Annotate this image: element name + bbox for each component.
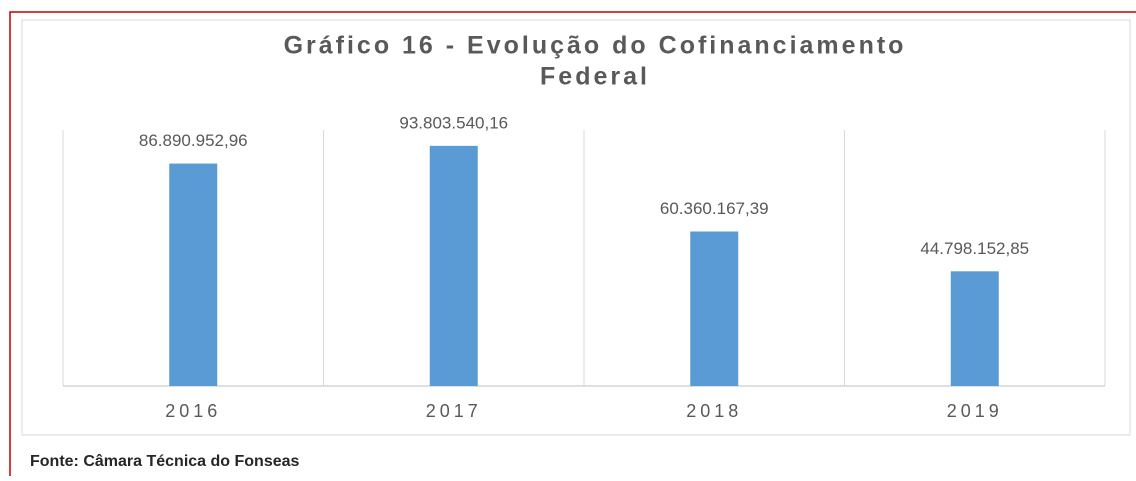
source-note: Fonte: Câmara Técnica do Fonseas: [30, 453, 300, 470]
bar: [429, 145, 478, 386]
data-label: 86.890.952,96: [139, 131, 248, 150]
data-label: 93.803.540,16: [399, 113, 508, 132]
bar: [169, 163, 218, 386]
chart-title: Gráfico 16 - Evolução do Cofinanciamento: [284, 32, 907, 60]
bar: [690, 231, 739, 386]
data-label: 60.360.167,39: [660, 199, 769, 218]
x-tick-label: 2016: [165, 401, 221, 421]
x-tick-label: 2017: [426, 401, 482, 421]
chart-title: Federal: [540, 63, 650, 91]
bar: [950, 271, 999, 386]
x-tick-label: 2019: [947, 401, 1003, 421]
x-tick-label: 2018: [686, 401, 742, 421]
data-label: 44.798.152,85: [920, 239, 1029, 258]
